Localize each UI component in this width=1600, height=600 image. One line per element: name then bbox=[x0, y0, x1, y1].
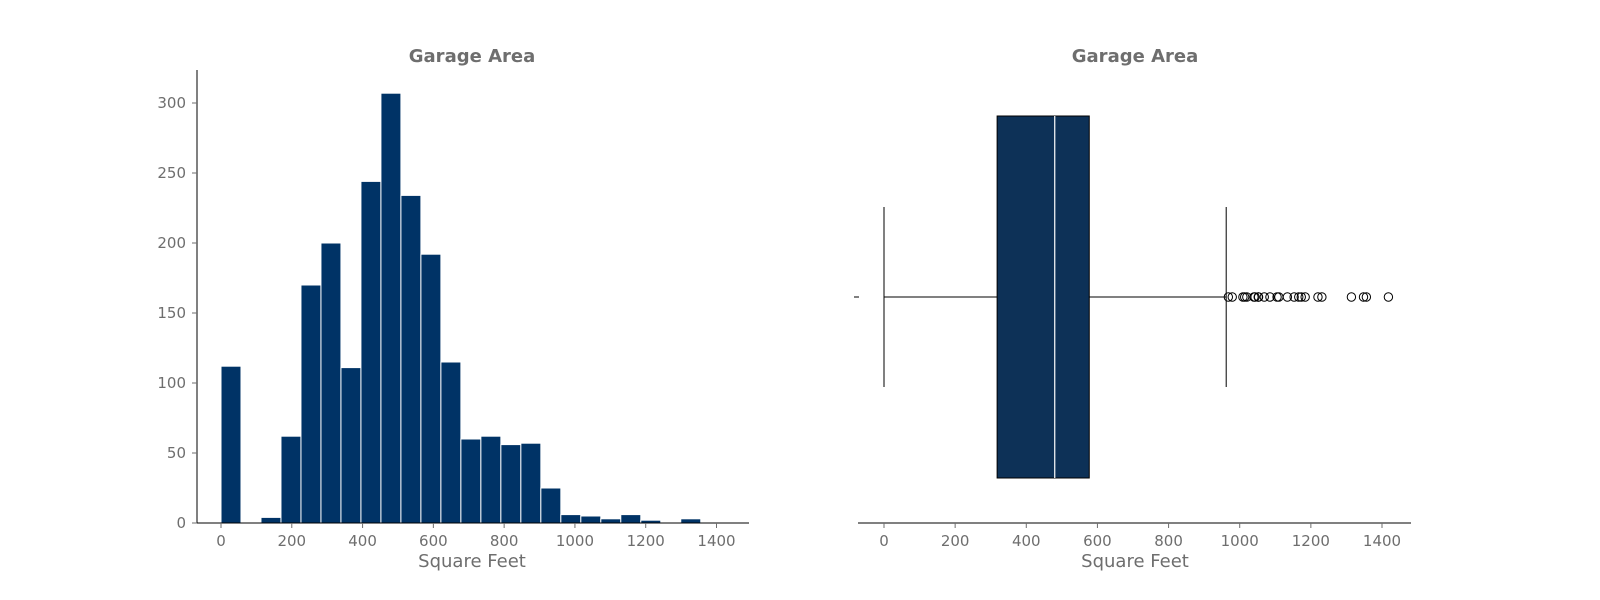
histogram-bar bbox=[620, 514, 642, 524]
histogram-x-tick-label: 200 bbox=[277, 532, 306, 550]
boxplot-outlier bbox=[1300, 292, 1310, 302]
histogram-x-tick-label: 1200 bbox=[627, 532, 665, 550]
boxplot-outlier bbox=[1346, 292, 1357, 302]
histogram-bar bbox=[540, 487, 562, 524]
histogram-x-tick-label: 400 bbox=[348, 532, 377, 550]
histogram-x-tick-label: 1400 bbox=[697, 532, 735, 550]
histogram-bar bbox=[380, 92, 402, 524]
boxplot-x-tick-label: 1400 bbox=[1363, 532, 1401, 550]
histogram-bar bbox=[440, 361, 462, 524]
boxplot-elements bbox=[883, 115, 1394, 479]
histogram-y-tick-label: 0 bbox=[176, 514, 186, 532]
boxplot-outlier bbox=[1253, 292, 1264, 302]
histogram-y-ticks: 0 50 100 150 200 250 300 bbox=[157, 94, 197, 532]
histogram-bar bbox=[600, 518, 622, 524]
boxplot-x-tick-label: 600 bbox=[1083, 532, 1112, 550]
histogram-bar bbox=[300, 284, 322, 524]
boxplot-outlier bbox=[1282, 292, 1293, 302]
histogram-bar bbox=[220, 365, 242, 524]
histogram-y-tick-label: 150 bbox=[157, 304, 186, 322]
histogram-x-ticks: 0 200 400 600 800 1000 1200 1400 bbox=[216, 523, 736, 550]
histogram-bar bbox=[580, 515, 602, 524]
histogram-y-tick-label: 250 bbox=[157, 164, 186, 182]
boxplot-outlier bbox=[1259, 292, 1269, 302]
histogram-x-tick-label: 600 bbox=[419, 532, 448, 550]
histogram-x-tick-label: 1000 bbox=[556, 532, 594, 550]
histogram-bar bbox=[280, 435, 302, 524]
histogram-title: Garage Area bbox=[409, 46, 535, 67]
boxplot-x-tick-label: 1200 bbox=[1292, 532, 1330, 550]
boxplot-panel: Garage Area 0 200 400 600 800 1000 1200 1400 Sq… bbox=[854, 46, 1411, 572]
histogram-bar bbox=[340, 367, 362, 524]
histogram-bar bbox=[420, 253, 442, 524]
histogram-y-tick-label: 200 bbox=[157, 234, 186, 252]
histogram-bar bbox=[360, 180, 382, 524]
histogram-x-tick-label: 800 bbox=[490, 532, 519, 550]
boxplot-outlier bbox=[1383, 292, 1394, 302]
boxplot-x-tick-label: 1000 bbox=[1221, 532, 1259, 550]
histogram-bar bbox=[400, 194, 422, 524]
histogram-bar bbox=[680, 518, 702, 524]
histogram-bar bbox=[260, 516, 282, 524]
boxplot-x-label: Square Feet bbox=[1081, 551, 1189, 572]
boxplot-outlier bbox=[1317, 292, 1327, 302]
histogram-bar bbox=[480, 435, 502, 524]
boxplot-title: Garage Area bbox=[1072, 46, 1198, 67]
histogram-panel: Garage Area 0 200 400 600 800 1000 1200 1400 0 5… bbox=[157, 46, 749, 572]
boxplot-outlier bbox=[1227, 292, 1237, 302]
boxplot-outlier bbox=[1294, 292, 1304, 302]
histogram-bars bbox=[220, 92, 702, 524]
boxplot-outlier bbox=[1223, 292, 1234, 302]
boxplot-box bbox=[996, 115, 1090, 479]
boxplot-outlier bbox=[1274, 292, 1284, 302]
histogram-x-label: Square Feet bbox=[418, 551, 526, 572]
boxplot-outlier bbox=[1289, 292, 1299, 302]
histogram-bar bbox=[320, 242, 342, 524]
histogram-y-tick-label: 50 bbox=[167, 444, 186, 462]
histogram-y-tick-label: 100 bbox=[157, 374, 186, 392]
boxplot-outlier bbox=[1296, 292, 1306, 302]
histogram-y-tick-label: 300 bbox=[157, 94, 186, 112]
boxplot-x-tick-label: 800 bbox=[1154, 532, 1183, 550]
boxplot-outlier bbox=[1250, 292, 1260, 302]
histogram-bar bbox=[560, 514, 582, 524]
histogram-x-tick-label: 0 bbox=[216, 532, 226, 550]
boxplot-x-tick-label: 0 bbox=[879, 532, 889, 550]
boxplot-outlier bbox=[1239, 292, 1250, 302]
histogram-bar bbox=[520, 442, 542, 524]
boxplot-outlier bbox=[1361, 292, 1372, 302]
boxplot-outlier bbox=[1313, 292, 1323, 302]
boxplot-outlier bbox=[1358, 292, 1369, 302]
boxplot-x-tick-label: 400 bbox=[1012, 532, 1041, 550]
histogram-bar bbox=[460, 438, 482, 524]
boxplot-x-tick-label: 200 bbox=[941, 532, 970, 550]
histogram-bar bbox=[500, 444, 522, 524]
boxplot-x-ticks: 0 200 400 600 800 1000 1200 1400 bbox=[879, 523, 1401, 550]
